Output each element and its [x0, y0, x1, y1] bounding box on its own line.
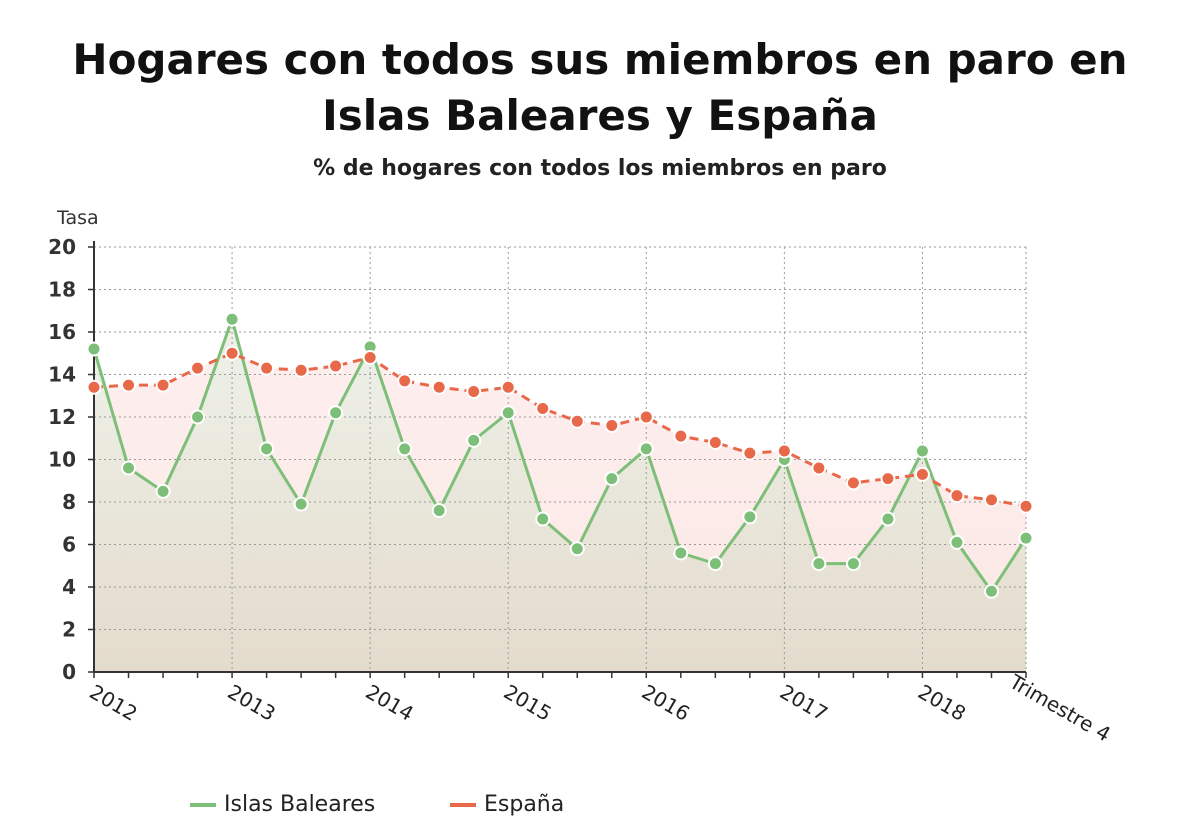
plot-background — [94, 319, 1026, 672]
data-point-espana — [86, 379, 102, 395]
data-point-islas-baleares — [431, 503, 447, 518]
y-tick-label: 2 — [62, 618, 76, 642]
data-point-islas-baleares — [742, 509, 758, 525]
data-point-islas-baleares — [535, 511, 551, 527]
data-point-espana — [362, 350, 378, 365]
y-tick-label: 8 — [62, 490, 76, 514]
chart-title: Hogares con todos sus miembros en paro e… — [0, 32, 1200, 144]
data-point-espana — [190, 360, 206, 376]
data-point-islas-baleares — [949, 534, 965, 550]
data-point-espana — [328, 358, 344, 374]
x-tick-label: 2017 — [776, 680, 832, 726]
legend-swatch — [450, 803, 476, 807]
data-point-islas-baleares — [914, 443, 930, 459]
legend-swatch — [190, 803, 216, 807]
data-point-espana — [673, 428, 689, 444]
data-point-espana — [983, 492, 999, 508]
data-point-espana — [224, 345, 240, 361]
data-point-islas-baleares — [673, 545, 689, 561]
data-point-espana — [293, 362, 309, 378]
data-point-espana — [707, 435, 723, 450]
legend-label: España — [484, 792, 565, 817]
data-point-espana — [155, 377, 171, 393]
chart-title-line-1: Hogares con todos sus miembros en paro e… — [72, 35, 1128, 84]
data-point-espana — [397, 373, 413, 389]
data-point-islas-baleares — [121, 460, 137, 476]
data-point-islas-baleares — [86, 341, 102, 357]
series-line-islas-baleares — [92, 317, 1028, 593]
y-axis-title: Tasa — [56, 207, 99, 229]
y-tick-label: 10 — [48, 448, 76, 472]
data-point-islas-baleares — [845, 556, 861, 572]
axes — [88, 241, 1027, 678]
data-point-espana — [569, 413, 585, 429]
data-point-espana — [880, 471, 896, 487]
data-point-espana — [535, 401, 551, 416]
data-point-espana — [949, 488, 965, 504]
data-point-espana — [431, 379, 447, 395]
data-point-espana — [466, 384, 482, 399]
y-tick-label: 4 — [62, 575, 76, 599]
data-point-espana — [500, 379, 516, 395]
data-point-espana — [1018, 498, 1034, 514]
data-point-islas-baleares — [190, 409, 206, 425]
data-point-espana — [259, 360, 275, 376]
data-point-islas-baleares — [259, 441, 275, 457]
legend-label: Islas Baleares — [224, 792, 376, 817]
x-tick-label: 2018 — [914, 680, 970, 726]
data-point-espana — [914, 466, 930, 482]
series-layer — [86, 311, 1034, 599]
data-point-islas-baleares — [466, 432, 482, 448]
data-point-islas-baleares — [500, 405, 516, 421]
legend-item: Islas Baleares — [190, 792, 375, 817]
y-tick-label: 0 — [62, 660, 76, 684]
chart-subtitle: % de hogares con todos los miembros en p… — [313, 156, 887, 181]
data-point-islas-baleares — [293, 496, 309, 512]
data-point-islas-baleares — [638, 441, 654, 457]
data-point-islas-baleares — [328, 405, 344, 421]
x-tick-label: 2012 — [86, 680, 142, 726]
data-point-islas-baleares — [224, 311, 240, 327]
data-point-islas-baleares — [155, 483, 171, 499]
data-point-espana — [811, 460, 827, 476]
data-point-espana — [776, 443, 792, 459]
data-point-islas-baleares — [569, 541, 585, 557]
data-point-islas-baleares — [604, 471, 620, 487]
x-tick-label: 2013 — [224, 680, 280, 726]
data-point-islas-baleares — [983, 583, 999, 599]
x-tick-label: 2016 — [638, 680, 694, 726]
legend-item: España — [450, 792, 564, 817]
data-point-espana — [638, 409, 654, 425]
x-tick-label: 2015 — [500, 680, 556, 726]
y-tick-label: 6 — [62, 533, 76, 557]
data-point-islas-baleares — [1018, 530, 1034, 546]
line-chart: 0 2 4 6 8 10 12 14 16 18 20 2012 2013 2014 2015 2016 201… — [48, 207, 1115, 746]
data-point-espana — [604, 418, 620, 433]
y-tick-label: 14 — [48, 363, 76, 387]
y-tick-label: 12 — [48, 405, 76, 429]
baleares-area — [94, 319, 1026, 672]
y-tick-label: 18 — [48, 278, 76, 302]
data-point-islas-baleares — [811, 556, 827, 572]
data-point-islas-baleares — [880, 511, 896, 527]
legend: Islas Baleares España — [190, 792, 990, 822]
data-point-espana — [742, 445, 758, 461]
x-tick-label: 2014 — [362, 680, 418, 726]
y-tick-label: 16 — [48, 320, 76, 344]
data-point-islas-baleares — [397, 441, 413, 457]
data-point-espana — [121, 377, 137, 393]
data-point-espana — [845, 475, 861, 491]
y-tick-label: 20 — [48, 235, 76, 259]
chart-title-line-2: Islas Baleares y España — [322, 91, 878, 140]
data-point-islas-baleares — [707, 556, 723, 572]
x-axis-title: Trimestre 4 — [1005, 669, 1115, 746]
